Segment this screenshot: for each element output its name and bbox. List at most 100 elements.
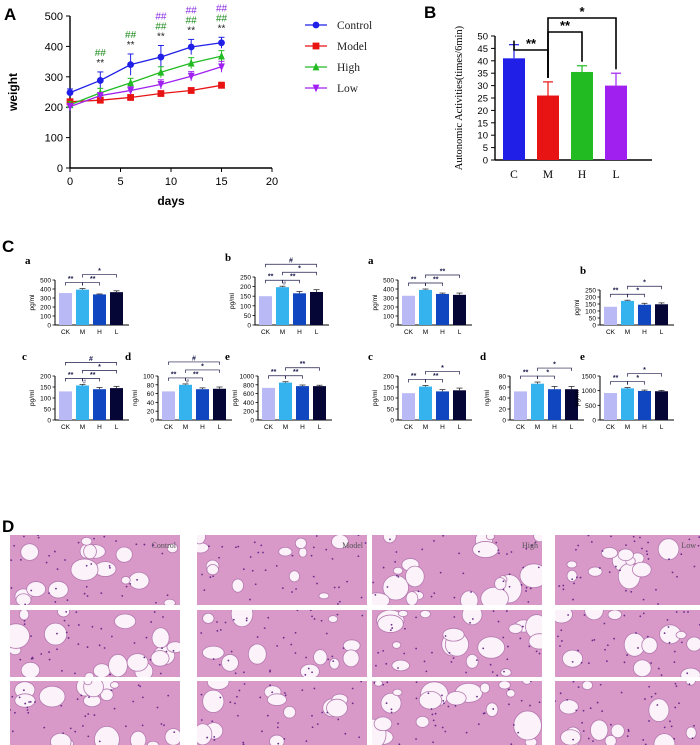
d-nucleus bbox=[67, 637, 70, 639]
a-significance-mark: ## bbox=[216, 13, 228, 24]
d-nucleus bbox=[492, 610, 495, 612]
d-nucleus bbox=[639, 536, 641, 539]
a-point-control bbox=[187, 43, 195, 51]
c-significance-bracket bbox=[425, 282, 443, 286]
d-nucleus bbox=[646, 635, 649, 638]
d-nucleus bbox=[496, 674, 499, 677]
d-nucleus bbox=[458, 552, 460, 555]
d-nucleus bbox=[385, 702, 388, 705]
d-nucleus bbox=[470, 591, 472, 593]
d-nucleus bbox=[227, 659, 230, 662]
c-x-tick-label: H bbox=[440, 424, 445, 431]
d-nucleus bbox=[465, 671, 468, 674]
d-nucleus bbox=[213, 736, 216, 738]
d-alveolus bbox=[206, 681, 230, 691]
a-point-control bbox=[218, 39, 225, 47]
a-legend-marker bbox=[312, 21, 320, 29]
d-nucleus bbox=[529, 704, 531, 707]
d-nucleus bbox=[110, 689, 113, 692]
d-alveolus bbox=[494, 577, 507, 591]
d-nucleus bbox=[506, 553, 508, 555]
d-nucleus bbox=[502, 580, 505, 583]
d-nucleus bbox=[34, 701, 36, 703]
d-nucleus bbox=[557, 635, 559, 638]
d-nucleus bbox=[216, 621, 218, 623]
b-y-tick-label: 15 bbox=[477, 118, 488, 129]
c-x-tick-label: M bbox=[80, 424, 85, 431]
b-y-tick-label: 40 bbox=[477, 56, 488, 67]
a-y-tick-label: 200 bbox=[45, 102, 63, 114]
d-nucleus bbox=[675, 685, 678, 688]
d-nucleus bbox=[373, 682, 376, 684]
a-point-control bbox=[127, 61, 134, 69]
d-nucleus bbox=[430, 595, 433, 598]
d-alveolus bbox=[392, 688, 403, 697]
d-nucleus bbox=[671, 571, 674, 574]
c-y-tick-label: 150 bbox=[40, 385, 51, 392]
d-alveolus bbox=[283, 705, 296, 719]
c-significance-mark: ** bbox=[68, 372, 74, 379]
d-alveolus bbox=[500, 668, 512, 677]
d-alveolus bbox=[326, 698, 348, 718]
c-y-tick-label: 500 bbox=[585, 403, 596, 410]
d-tile-2-1 bbox=[372, 610, 542, 677]
d-nucleus bbox=[11, 695, 14, 698]
d-nucleus bbox=[86, 646, 89, 648]
d-nucleus bbox=[69, 727, 72, 730]
c-y-axis-label: ng/ml bbox=[484, 390, 491, 406]
d-alveolus bbox=[114, 613, 137, 630]
d-nucleus bbox=[24, 702, 27, 705]
b-significance-mark: ** bbox=[526, 36, 537, 51]
d-nucleus bbox=[508, 703, 510, 706]
d-alveolus bbox=[506, 689, 516, 698]
d-nucleus bbox=[503, 670, 505, 673]
a-point-low bbox=[127, 87, 134, 95]
d-nucleus bbox=[245, 617, 248, 620]
d-nucleus bbox=[113, 707, 116, 710]
d-nucleus bbox=[90, 563, 93, 565]
d-nucleus bbox=[417, 590, 420, 593]
b-bar-h bbox=[571, 71, 593, 160]
c-y-tick-label: 800 bbox=[243, 382, 254, 389]
panel-label-d: D bbox=[2, 517, 14, 536]
c-x-tick-label: L bbox=[458, 424, 462, 431]
d-nucleus bbox=[577, 649, 579, 652]
d-alveolus bbox=[342, 649, 360, 668]
d-nucleus bbox=[37, 536, 40, 539]
d-nucleus bbox=[635, 632, 637, 634]
d-nucleus bbox=[492, 708, 495, 710]
c-y-tick-label: 250 bbox=[240, 275, 251, 282]
d-nucleus bbox=[697, 544, 700, 547]
c-bar-ck bbox=[514, 391, 527, 420]
activity-bar-chart: Autonomic Activities(times/6min) 0510152… bbox=[454, 4, 652, 181]
c-bar-m bbox=[419, 386, 432, 420]
d-nucleus bbox=[676, 575, 678, 578]
d-nucleus bbox=[620, 691, 623, 694]
d-nucleus bbox=[48, 554, 51, 557]
d-nucleus bbox=[691, 737, 694, 740]
c-x-tick-label: H bbox=[200, 424, 205, 431]
d-nucleus bbox=[655, 588, 657, 591]
c-x-tick-label: L bbox=[115, 424, 119, 431]
c-y-tick-label: 150 bbox=[383, 385, 394, 392]
d-nucleus bbox=[358, 736, 361, 739]
d-alveolus bbox=[641, 636, 658, 654]
d-nucleus bbox=[447, 705, 450, 708]
a-point-model bbox=[187, 87, 195, 94]
d-nucleus bbox=[567, 614, 570, 616]
d-nucleus bbox=[30, 635, 32, 638]
c-bar-ck bbox=[604, 306, 617, 325]
d-alveolus bbox=[327, 615, 339, 623]
d-nucleus bbox=[271, 691, 274, 694]
c-x-tick-label: M bbox=[183, 424, 188, 431]
d-nucleus bbox=[82, 724, 84, 727]
a-significance-mark: ## bbox=[186, 15, 198, 26]
d-alveolus bbox=[147, 740, 160, 745]
c-y-axis-label: pg/ml bbox=[29, 294, 36, 310]
d-nucleus bbox=[693, 724, 695, 727]
c-y-tick-label: 80 bbox=[147, 382, 155, 389]
d-nucleus bbox=[582, 709, 585, 712]
c-x-tick-label: CK bbox=[606, 329, 616, 336]
d-nucleus bbox=[66, 599, 69, 602]
c-significance-mark: # bbox=[192, 355, 196, 362]
